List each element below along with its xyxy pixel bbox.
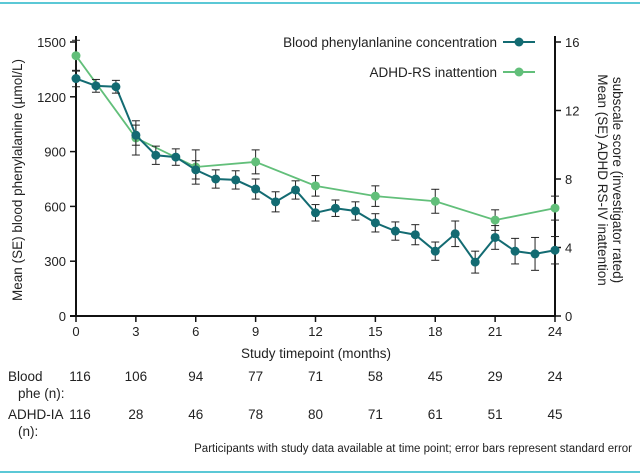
x-tick-label: 0 xyxy=(72,324,79,339)
top-rule xyxy=(0,2,640,4)
table-cell: 80 xyxy=(307,407,324,422)
legend-label: Blood phenylanlanine concentration xyxy=(283,35,497,50)
bottom-rule xyxy=(0,471,640,473)
right-y-axis-label-line2: subscale score (investigator rated) xyxy=(610,77,625,283)
data-point xyxy=(211,174,221,184)
data-point xyxy=(490,215,500,225)
x-tick-label: 9 xyxy=(252,324,259,339)
left-y-tick-label: 0 xyxy=(59,309,66,324)
data-point xyxy=(311,181,320,191)
right-y-tick-label: 12 xyxy=(565,104,579,119)
x-tick-label: 3 xyxy=(132,324,139,339)
legend-marker xyxy=(514,67,524,77)
table-cell: 71 xyxy=(367,407,383,422)
table-cell: 24 xyxy=(547,369,563,384)
data-point xyxy=(71,74,81,84)
table-cell: 71 xyxy=(307,369,324,384)
data-point xyxy=(370,218,380,228)
chart: 0 3 6 9 12 15 18 21 240300600900120015000481216M… xyxy=(10,35,625,361)
data-point xyxy=(71,51,81,61)
table-row-label: ADHD-IA (n): xyxy=(8,407,64,439)
x-tick-label: 6 xyxy=(192,324,199,339)
data-point xyxy=(311,208,320,218)
table-cell: 77 xyxy=(248,369,264,384)
data-point xyxy=(490,232,500,242)
data-point xyxy=(131,130,141,140)
left-y-tick-label: 600 xyxy=(44,199,66,214)
data-point xyxy=(271,197,281,207)
table-cell: 116 xyxy=(69,407,91,422)
table-row-label: Blood phe (n): xyxy=(8,369,65,401)
table-cell: 78 xyxy=(248,407,264,422)
legend-marker xyxy=(514,37,524,47)
data-point xyxy=(510,246,520,256)
x-axis-label: Study timepoint (months) xyxy=(241,346,391,361)
right-y-axis-label: Mean (SE) ADHD RS-IV inattention xyxy=(595,74,610,286)
footnote: Participants with study data available a… xyxy=(194,443,632,455)
data-point xyxy=(191,165,201,175)
data-point xyxy=(390,226,400,236)
right-y-tick-label: 16 xyxy=(565,35,579,50)
table-cell: 61 xyxy=(427,407,443,422)
data-point xyxy=(430,196,440,206)
table-cell: 28 xyxy=(128,407,144,422)
left-y-tick-label: 300 xyxy=(44,254,66,269)
table-cell: 51 xyxy=(487,407,503,422)
left-y-tick-label: 1500 xyxy=(37,35,66,50)
x-tick-label: 12 xyxy=(308,324,322,339)
table-cell: 46 xyxy=(188,407,204,422)
table-cell: 116 xyxy=(69,369,91,384)
data-point xyxy=(91,81,101,91)
data-point xyxy=(530,249,540,259)
table-cell: 106 xyxy=(124,369,148,384)
data-point xyxy=(151,150,161,160)
right-y-tick-label: 4 xyxy=(565,241,572,256)
data-point xyxy=(470,257,480,267)
legend-label: ADHD-RS inattention xyxy=(369,65,497,80)
data-point xyxy=(450,229,460,239)
table-cell: 29 xyxy=(487,369,503,384)
table-cell: 94 xyxy=(188,369,204,384)
data-point xyxy=(410,230,420,240)
series-line xyxy=(75,77,556,264)
left-y-tick-label: 1200 xyxy=(37,90,66,105)
data-point xyxy=(251,157,261,167)
data-point xyxy=(430,246,440,256)
right-y-tick-label: 8 xyxy=(565,172,572,187)
data-point xyxy=(550,245,560,255)
data-point xyxy=(550,203,560,213)
data-point xyxy=(291,185,301,195)
x-tick-label: 15 xyxy=(368,324,382,339)
x-tick-label: 21 xyxy=(488,324,502,339)
left-y-tick-label: 900 xyxy=(44,145,66,160)
data-point xyxy=(330,203,340,213)
x-tick-label: 18 xyxy=(428,324,442,339)
left-y-axis-label: Mean (SE) blood phenylalanine (µmol/L) xyxy=(10,59,25,301)
right-y-tick-label: 0 xyxy=(565,309,572,324)
data-point xyxy=(370,191,380,201)
table-cell: 45 xyxy=(547,407,563,422)
data-point xyxy=(111,82,121,92)
x-tick-label: 24 xyxy=(548,324,562,339)
data-point xyxy=(231,175,241,185)
data-point xyxy=(350,206,360,216)
data-point xyxy=(251,184,261,194)
data-point xyxy=(171,152,181,162)
table-cell: 45 xyxy=(427,369,443,384)
table-cell: 58 xyxy=(367,369,383,384)
